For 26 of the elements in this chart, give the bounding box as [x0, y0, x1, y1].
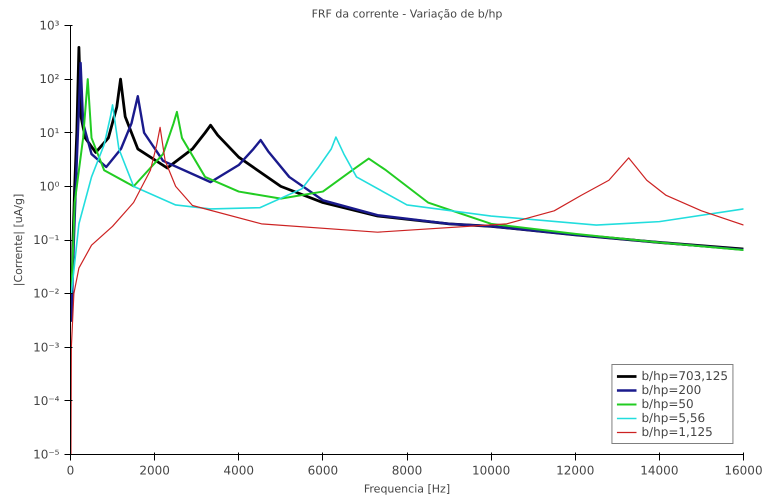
- x-tick-label: 14000: [640, 464, 678, 478]
- x-tick-label: 6000: [308, 464, 338, 478]
- y-tick-label: 10⁻¹: [33, 233, 60, 247]
- y-tick-label: 10⁻²: [33, 286, 60, 301]
- x-tick-label: 4000: [223, 464, 254, 478]
- legend-label: b/hp=1,125: [641, 425, 713, 439]
- y-tick-label: 10⁻⁵: [33, 448, 60, 462]
- y-tick-label: 10⁻³: [33, 340, 60, 354]
- chart-title: FRF da corrente - Variação de b/hp: [312, 8, 502, 20]
- y-axis-title: |Corrente| [uA/g]: [12, 194, 26, 286]
- y-tick-label: 10²: [39, 72, 60, 86]
- x-tick-label: 8000: [392, 464, 422, 478]
- legend-label: b/hp=50: [641, 397, 694, 411]
- x-axis-title: Frequencia [Hz]: [364, 482, 450, 496]
- y-tick-label: 10⁰: [39, 179, 60, 194]
- x-tick-label: 0: [66, 464, 74, 478]
- y-tick-label: 10³: [39, 18, 60, 32]
- x-tick-label: 16000: [724, 464, 763, 478]
- y-tick-label: 10¹: [39, 126, 60, 140]
- y-tick-label: 10⁻⁴: [33, 394, 60, 408]
- x-tick-label: 12000: [556, 464, 594, 478]
- legend-label: b/hp=703,125: [641, 369, 728, 383]
- legend-label: b/hp=5,56: [641, 411, 706, 425]
- legend-label: b/hp=200: [641, 383, 702, 397]
- x-tick-label: 10000: [472, 464, 510, 478]
- x-tick-label: 2000: [139, 464, 170, 478]
